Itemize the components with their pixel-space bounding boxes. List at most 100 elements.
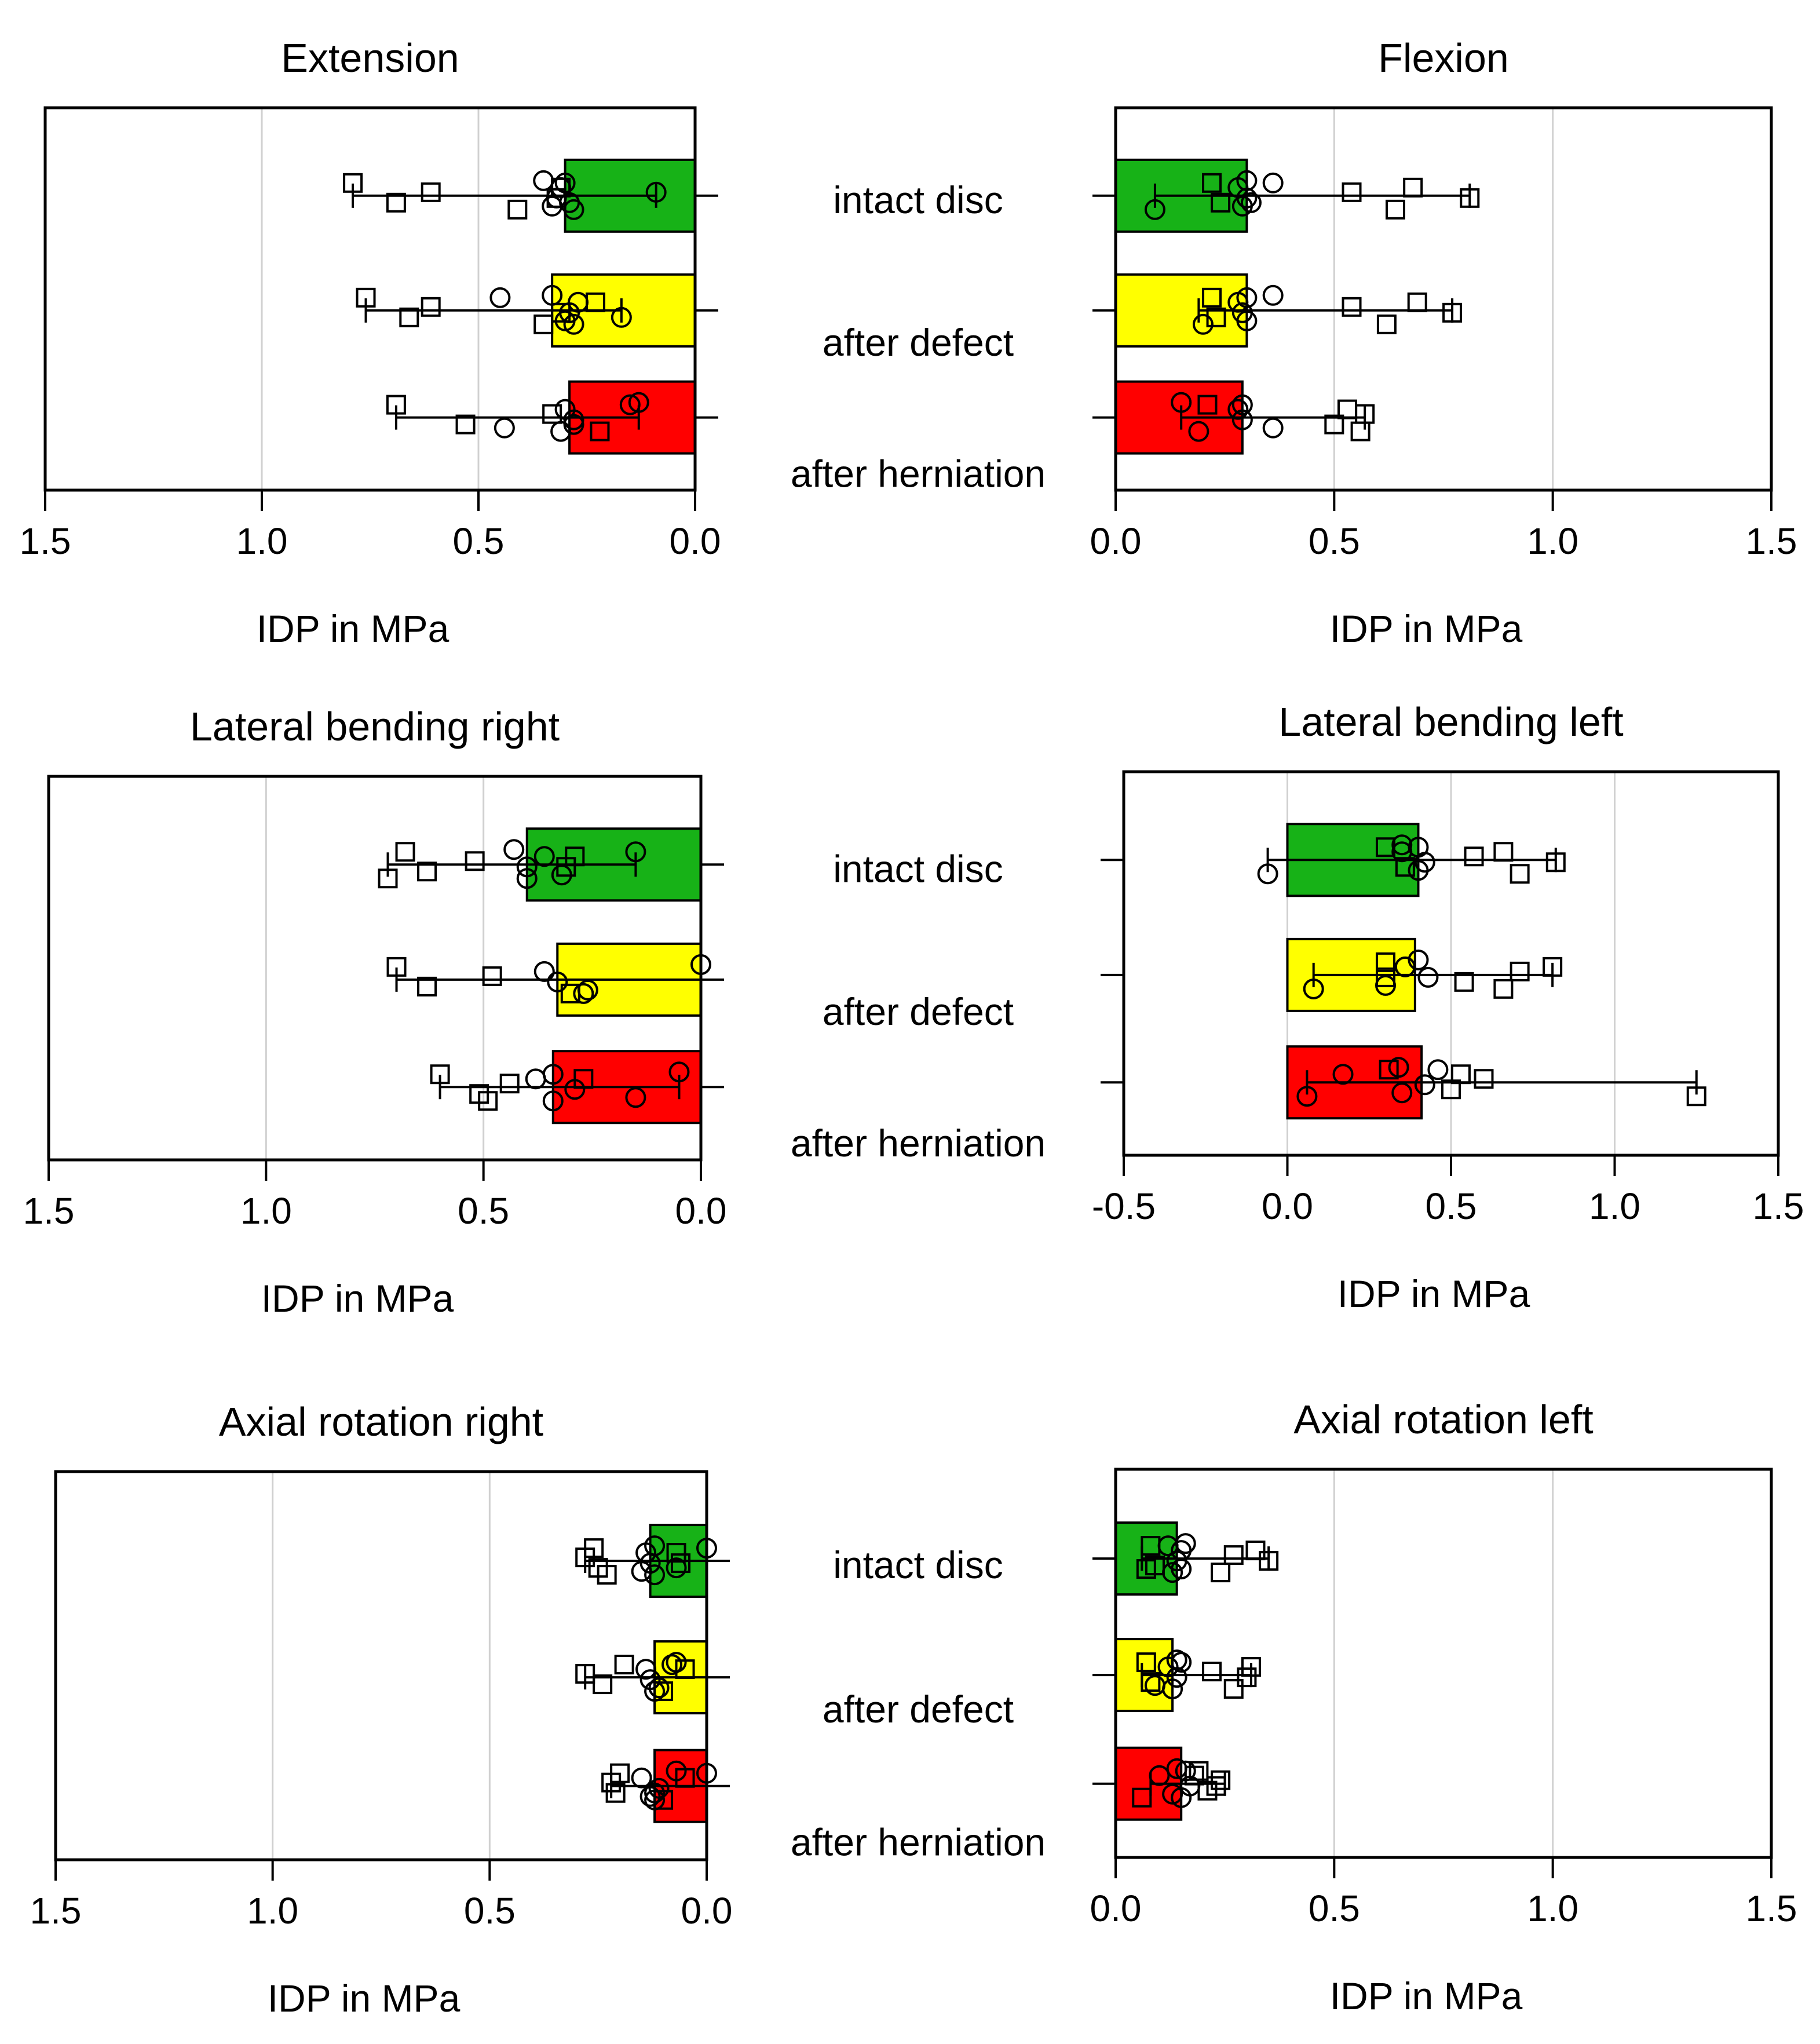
data-point-square <box>1206 1776 1226 1796</box>
data-point-circle <box>1296 1086 1318 1107</box>
data-point-circle <box>628 392 649 413</box>
x-tick-label: 0.0 <box>670 520 721 562</box>
data-point-square <box>1237 1667 1257 1688</box>
data-point-square <box>507 199 528 220</box>
data-point-square <box>1136 1559 1156 1579</box>
data-point-square <box>1454 972 1474 992</box>
data-point-square <box>1686 1086 1706 1107</box>
data-point-circle <box>635 1659 657 1680</box>
data-point-circle <box>1262 284 1284 306</box>
data-point-circle <box>1240 192 1262 213</box>
data-point-square <box>1211 1770 1231 1790</box>
data-point-square <box>1202 173 1222 193</box>
data-point-square <box>671 1553 691 1574</box>
data-point-circle <box>1166 1758 1187 1779</box>
data-point-square <box>1493 842 1514 862</box>
data-point-square <box>1324 414 1344 435</box>
data-point-square <box>417 862 437 882</box>
data-point-square <box>1337 399 1357 419</box>
data-point-square <box>1442 302 1463 323</box>
data-point-square <box>597 1565 617 1585</box>
data-point-circle <box>1171 392 1192 413</box>
data-point-circle <box>1175 1760 1196 1782</box>
x-tick-label: 0.5 <box>1309 1888 1360 1929</box>
data-point-circle <box>1236 287 1258 308</box>
data-point-circle <box>611 306 632 328</box>
x-tick-label: 0.0 <box>681 1890 733 1932</box>
x-tick-label: 1.5 <box>23 1190 75 1232</box>
data-point-circle <box>494 417 515 439</box>
data-point-circle <box>533 961 555 982</box>
data-point-circle <box>1231 394 1253 415</box>
data-point-square <box>1379 1060 1399 1080</box>
data-point-circle <box>666 1760 687 1782</box>
data-point-circle <box>1157 1535 1179 1557</box>
x-axis-label: IDP in MPa <box>1330 607 1523 650</box>
data-point-square <box>1510 961 1530 981</box>
data-point-circle <box>551 864 572 886</box>
data-point-square <box>417 976 437 997</box>
category-label: after herniation <box>791 1821 1046 1864</box>
x-tick-label: 0.5 <box>1309 520 1360 562</box>
data-point-circle <box>1231 195 1253 217</box>
data-point-circle <box>525 1068 546 1090</box>
data-point-square <box>378 868 398 889</box>
data-point-circle <box>533 170 554 191</box>
data-point-square <box>1132 1787 1152 1808</box>
data-point-square <box>478 1091 498 1111</box>
category-label: intact disc <box>833 178 1003 221</box>
data-point-square <box>575 1547 595 1568</box>
x-tick-label: 1.5 <box>1746 1888 1797 1929</box>
data-point-square <box>386 957 407 977</box>
data-point-square <box>1197 395 1218 415</box>
data-point-square <box>395 842 415 862</box>
data-point-circle <box>1162 1562 1183 1583</box>
chart-title: Flexion <box>1378 35 1509 81</box>
data-point-square <box>575 1664 595 1684</box>
data-point-square <box>605 1783 626 1803</box>
data-point-circle <box>563 414 584 435</box>
panel-1: Extension 1.5 1.0 0.5 0.0 IDP in MPa <box>20 35 721 650</box>
x-tick-label: 1.0 <box>1589 1185 1640 1227</box>
x-tick-label: 0.0 <box>1090 1888 1142 1929</box>
chart-title: Axial rotation left <box>1293 1397 1593 1442</box>
data-point-circle <box>573 983 594 1004</box>
data-point-circle <box>1375 974 1396 996</box>
data-point-square <box>1403 177 1423 198</box>
data-point-circle <box>644 1789 666 1811</box>
data-point-square <box>356 287 376 308</box>
data-point-circle <box>1262 172 1284 194</box>
data-point-circle <box>625 1087 646 1108</box>
x-tick-label: 0.5 <box>464 1890 516 1932</box>
data-point-circle <box>1303 978 1324 999</box>
data-point-square <box>1136 1652 1156 1673</box>
x-axis-label: IDP in MPa <box>1330 1974 1523 2017</box>
data-point-square <box>533 314 554 334</box>
data-point-circle <box>644 1564 666 1586</box>
data-point-circle <box>554 172 576 194</box>
chart-title: Lateral bending left <box>1278 699 1623 744</box>
data-point-circle <box>645 181 667 203</box>
data-point-circle <box>1227 399 1249 420</box>
data-point-square <box>1510 864 1530 884</box>
data-point-circle <box>644 1782 666 1804</box>
panel-5: Axial rotation right 1.5 1.0 0.5 0.0 IDP in M… <box>30 1399 733 2020</box>
data-point-square <box>1241 1657 1261 1677</box>
data-point-circle <box>1408 837 1429 858</box>
category-label: intact disc <box>833 1543 1003 1586</box>
data-point-circle <box>516 856 538 878</box>
data-point-circle <box>1149 1765 1170 1786</box>
data-point-circle <box>668 1061 690 1083</box>
data-point-square <box>1202 1662 1222 1682</box>
data-point-square <box>1460 188 1480 208</box>
data-point-square <box>1493 979 1514 999</box>
data-point-circle <box>1162 1783 1183 1805</box>
x-axis-label: IDP in MPa <box>268 1977 461 2020</box>
data-point-square <box>1395 857 1415 877</box>
x-tick-label: 1.0 <box>247 1890 298 1932</box>
data-point-circle <box>1144 1675 1165 1696</box>
data-point-square <box>421 182 441 202</box>
data-point-square <box>1385 199 1405 220</box>
x-tick-label: -0.5 <box>1092 1185 1156 1227</box>
data-point-circle <box>639 1786 661 1807</box>
